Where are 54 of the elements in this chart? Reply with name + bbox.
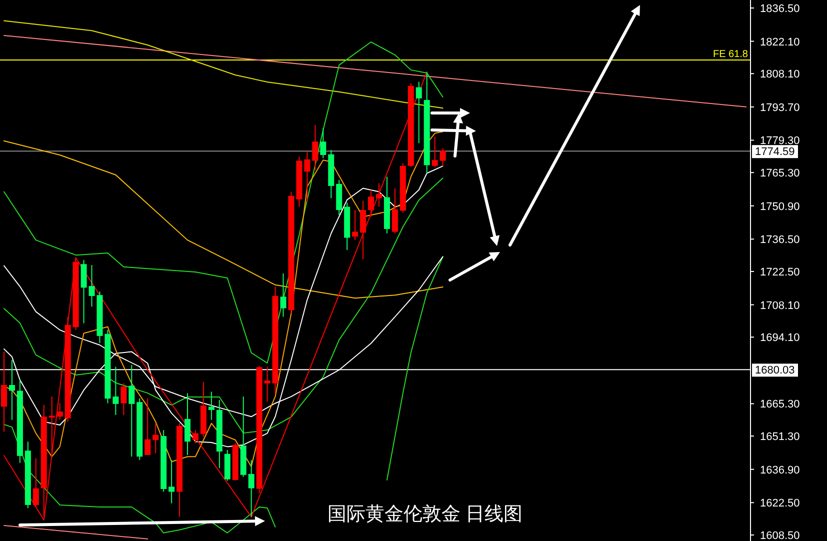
y-tick-label: 1694.10 — [760, 332, 800, 344]
line-series — [3, 140, 444, 299]
candlestick — [0, 351, 7, 432]
y-tick-label: 1722.50 — [760, 266, 800, 278]
line-series — [3, 20, 444, 109]
y-tick-label: 1708.10 — [760, 300, 800, 312]
y-tick-label: 1750.90 — [760, 200, 800, 213]
candlestick — [376, 182, 382, 208]
ref-line-label: 1680.03 — [755, 364, 795, 377]
text: 国际黄金伦敦金 日线图 — [327, 504, 523, 525]
candlestick — [8, 360, 15, 420]
candlestick — [432, 136, 438, 168]
y-tick-label: 1765.30 — [760, 168, 800, 180]
line-series — [3, 41, 444, 364]
y-tick-label: 1779.30 — [760, 135, 800, 148]
y-tick-label: 1808.10 — [760, 68, 800, 81]
ref-line-label: 1774.59 — [755, 146, 795, 158]
y-tick-label: 1622.50 — [760, 498, 800, 510]
candlestick — [320, 128, 326, 159]
candlestick — [248, 460, 254, 518]
candlestick — [208, 391, 214, 420]
candlestick — [192, 430, 198, 444]
line-series — [3, 424, 276, 534]
y-tick-label: 1636.90 — [760, 464, 800, 476]
candlestick — [32, 458, 39, 508]
candlestick — [304, 151, 310, 202]
line-series — [386, 256, 444, 480]
y-tick-label: 1822.10 — [760, 36, 800, 48]
ref-line-label: FE 61.8 — [712, 49, 748, 60]
candlestick — [48, 396, 55, 454]
candlestick — [56, 402, 63, 420]
y-tick-label: 1651.30 — [760, 431, 800, 444]
candlestick — [112, 366, 119, 416]
candlestick — [352, 210, 358, 241]
candlestick — [440, 148, 446, 167]
candlestick — [120, 382, 127, 416]
y-tick-label: 1608.50 — [760, 530, 800, 541]
candlestick — [416, 81, 422, 144]
y-tick-label: 1836.50 — [760, 2, 800, 15]
candlestick — [280, 272, 286, 318]
candlestick — [368, 189, 374, 218]
y-tick-label: 1793.70 — [760, 102, 800, 114]
candlestick — [152, 422, 159, 454]
candlestick — [184, 392, 190, 456]
candlestick — [128, 364, 135, 458]
candlestick — [168, 460, 175, 504]
candlestick — [360, 200, 366, 260]
candlestick — [392, 188, 398, 234]
candlestick — [312, 124, 318, 171]
candlestick — [80, 259, 87, 324]
candlestick — [144, 398, 151, 456]
y-tick-label: 1736.50 — [760, 234, 800, 246]
candlestick — [264, 366, 270, 402]
y-tick-label: 1665.30 — [760, 398, 800, 411]
